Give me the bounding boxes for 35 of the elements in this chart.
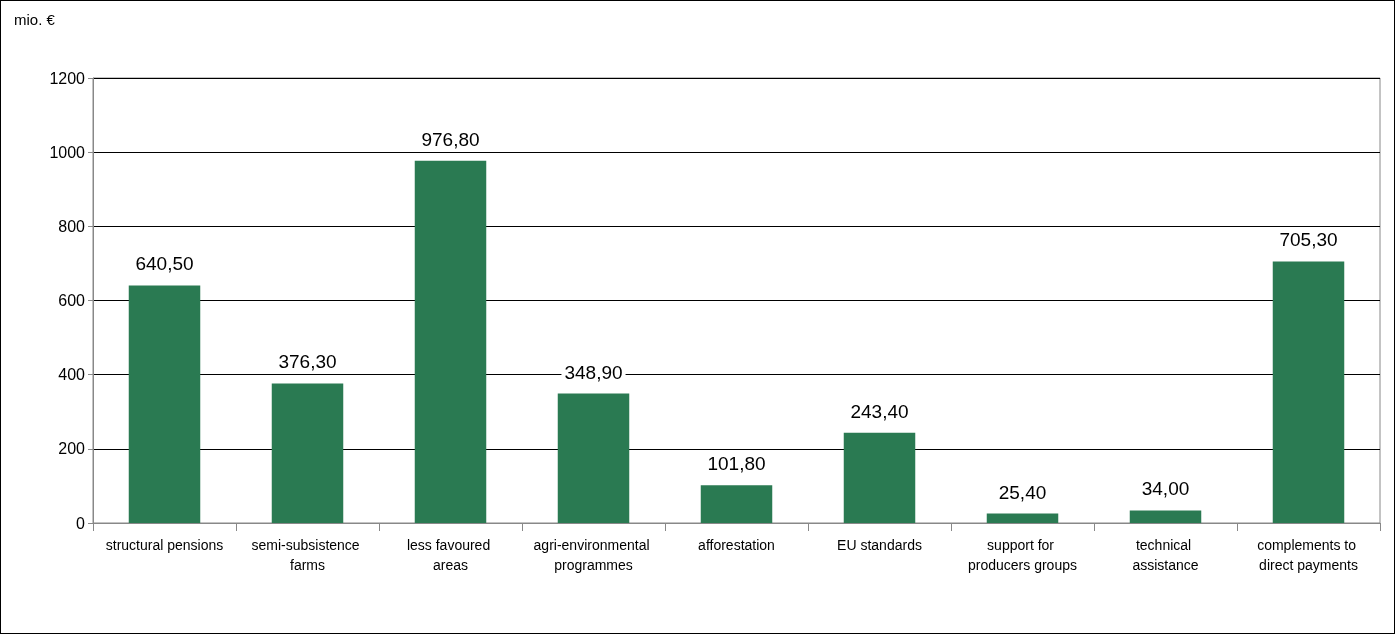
x-tick-label: afforestation [698,537,775,553]
x-tick-label: agri-environmental programmes [533,537,654,573]
x-tick-label: structural pensions [105,537,224,553]
bar [843,432,916,523]
bar [557,393,630,523]
data-label: 376,30 [278,351,337,373]
x-tick-label: support for producers groups [968,537,1077,573]
x-tick-label: complements to direct payments [1257,537,1360,573]
y-tick-label: 400 [58,366,86,384]
y-axis-title: mio. € [14,11,56,28]
bar [128,285,201,523]
data-label: 25,40 [998,481,1047,503]
bar [414,160,487,523]
data-label: 243,40 [850,400,909,422]
data-label: 34,00 [1141,478,1190,500]
bar [986,513,1059,523]
bar [700,485,773,523]
data-label: 705,30 [1279,229,1338,251]
y-tick-label: 800 [58,217,86,235]
bar [1272,261,1345,523]
data-label: 976,80 [421,128,480,150]
y-tick-label: 600 [58,292,86,309]
bar [1129,510,1202,523]
y-tick-label: 200 [58,440,86,458]
y-tick-label: 1200 [49,69,86,87]
data-label: 101,80 [707,453,766,475]
data-label: 640,50 [135,253,194,275]
x-tick-label: less favoured areas [406,537,495,573]
data-label: 348,90 [564,361,623,383]
x-tick-label: technical assistance [1132,537,1199,573]
x-tick-label: semi-subsistence farms [251,537,364,573]
bar [271,383,344,523]
y-tick-label: 1000 [49,143,86,161]
y-tick-label: 0 [76,514,86,532]
x-tick-label: EU standards [837,537,922,553]
